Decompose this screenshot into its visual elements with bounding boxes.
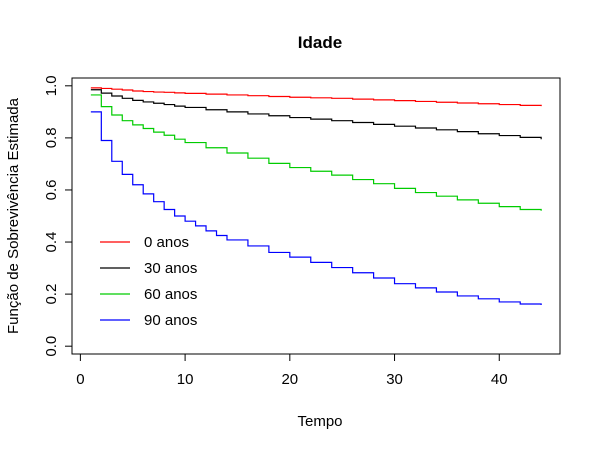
x-tick-label: 40 [491, 371, 508, 388]
y-tick-label: 1.0 [43, 75, 60, 96]
chart-title: Idade [298, 33, 342, 52]
axes: 0 10 20 30 40 0.0 0.2 0.4 0.6 0.8 1.0 [43, 75, 508, 388]
legend-label: 30 anos [144, 260, 197, 277]
x-axis-label: Tempo [297, 413, 342, 430]
x-tick-label: 30 [386, 371, 403, 388]
x-tick-label: 20 [281, 371, 298, 388]
x-tick-label: 10 [177, 371, 194, 388]
series-line-30-anos [90, 89, 542, 140]
y-tick-label: 0.2 [43, 284, 60, 305]
series-line-90-anos [90, 111, 542, 306]
legend-label: 0 anos [144, 234, 189, 251]
legend: 0 anos 30 anos 60 anos 90 anos [100, 234, 197, 329]
series-line-0-anos [90, 87, 542, 107]
legend-label: 60 anos [144, 286, 197, 303]
legend-label: 90 anos [144, 312, 197, 329]
series-line-60-anos [90, 94, 542, 211]
y-tick-label: 0.4 [43, 232, 60, 253]
x-tick-label: 0 [76, 371, 84, 388]
y-tick-label: 0.6 [43, 180, 60, 201]
series-lines [90, 87, 542, 306]
y-axis-label: Função de Sobrevivência Estimada [5, 97, 22, 334]
y-tick-label: 0.8 [43, 127, 60, 148]
y-tick-label: 0.0 [43, 336, 60, 357]
